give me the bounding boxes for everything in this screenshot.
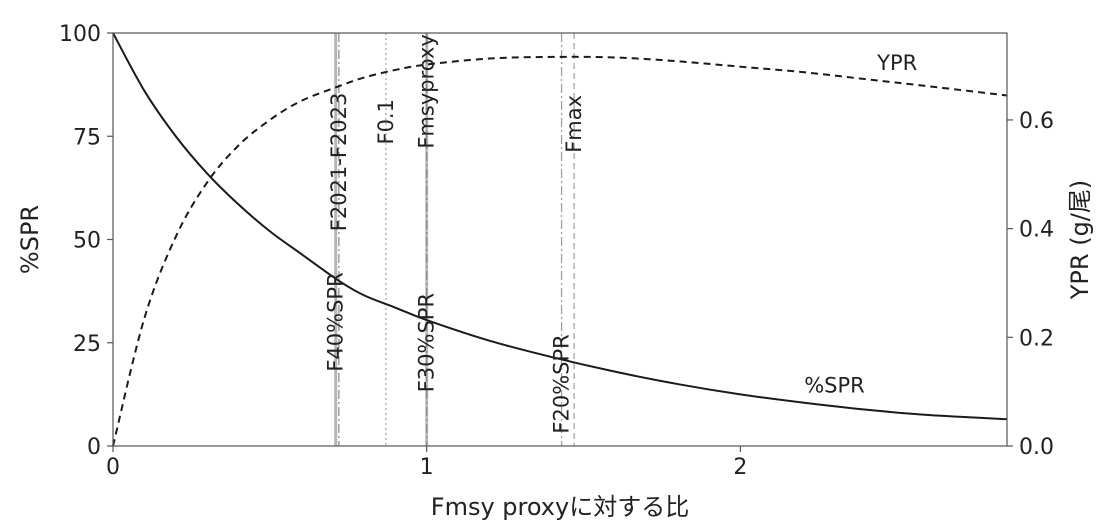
series-line--spr	[112, 32, 1008, 421]
reference-lines	[334, 33, 575, 446]
y-left-tick-label: 25	[73, 332, 101, 357]
annotation-f0-1: F0.1	[374, 99, 398, 144]
series-line-ypr	[112, 55, 1008, 447]
y-right-tick-label: 0.4	[1019, 218, 1054, 243]
annotation-f2021-f2023: F2021-F2023	[327, 93, 351, 232]
x-tick-label: 1	[420, 455, 434, 480]
x-axis-title: Fmsy proxyに対する比	[431, 493, 689, 521]
annotation-f20-spr: F20%SPR	[550, 334, 574, 433]
axes	[107, 32, 1013, 452]
y-right-tick-label: 0.6	[1019, 109, 1054, 134]
y-left-axis-title: %SPR	[16, 205, 44, 274]
y-left-tick-label: 100	[59, 22, 101, 47]
labels: 0 1 2 0 25 50 75 100 0.0 0.2 0.4 0.6 Fmsy proxyに対する比…	[16, 22, 1094, 521]
annotation-f40-spr: F40%SPR	[324, 272, 348, 371]
annotation-f30-spr: F30%SPR	[415, 293, 439, 392]
x-tick-label: 0	[106, 455, 120, 480]
y-left-tick-label: 50	[73, 229, 101, 254]
annotation--spr: %SPR	[804, 373, 865, 397]
y-right-axis-title: YPR (g/尾)	[1066, 180, 1094, 300]
y-right-tick-label: 0.0	[1019, 435, 1054, 460]
annotation-fmsyproxy: Fmsyproxy	[415, 34, 439, 148]
curves	[112, 32, 1008, 447]
annotation-fmax: Fmax	[562, 95, 586, 153]
x-tick-label: 2	[733, 455, 747, 480]
y-right-tick-label: 0.2	[1019, 326, 1054, 351]
annotation-ypr: YPR	[876, 51, 917, 75]
y-left-tick-label: 0	[87, 435, 101, 460]
y-left-tick-label: 75	[73, 125, 101, 150]
